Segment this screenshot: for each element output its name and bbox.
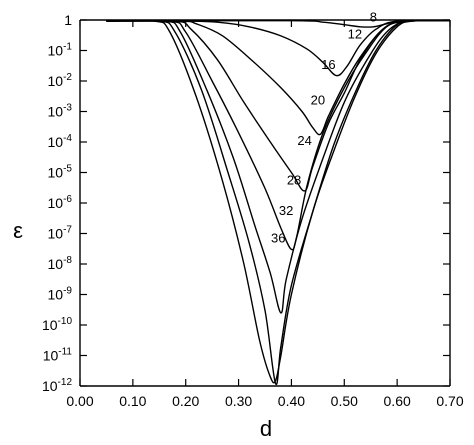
curve-28 — [106, 19, 451, 314]
y-tick-label: 10-8 — [48, 255, 73, 272]
y-axis: 1 10-1 10-2 10-3 10-4 10-5 10-6 10-7 10-8 10-9 10-… — [42, 12, 450, 394]
x-tick-label: 0.60 — [384, 393, 411, 409]
curve-label-12: 12 — [348, 26, 362, 41]
curve-20 — [106, 19, 451, 192]
curve-12 — [106, 19, 451, 77]
y-tick-label: 10-5 — [48, 164, 73, 181]
curve-label-16: 16 — [321, 57, 335, 72]
x-axis-label: d — [260, 416, 272, 441]
x-tick-label: 0.20 — [172, 393, 199, 409]
curve-label-20: 20 — [311, 92, 325, 107]
y-tick-label: 10-7 — [48, 225, 73, 242]
y-tick-label: 10-2 — [48, 72, 73, 89]
curve-label-24: 24 — [297, 133, 311, 148]
curve-36 — [106, 19, 451, 384]
y-tick-label: 10-3 — [48, 103, 73, 120]
y-tick-label: 10-4 — [48, 133, 73, 150]
x-tick-label: 0.40 — [278, 393, 305, 409]
y-tick-label: 10-1 — [48, 42, 73, 59]
x-tick-label: 0.30 — [225, 393, 252, 409]
curve-label-8: 8 — [370, 9, 377, 24]
y-tick-label: 1 — [64, 12, 72, 28]
x-tick-label: 0.10 — [119, 393, 146, 409]
x-tick-label: 0.70 — [436, 393, 463, 409]
curves — [106, 19, 451, 386]
y-tick-label: 10-9 — [48, 286, 73, 303]
y-axis-label: ε — [13, 218, 23, 243]
curve-label-28: 28 — [287, 173, 301, 188]
y-tick-label: 10-6 — [48, 194, 73, 211]
curve-label-32: 32 — [279, 203, 293, 218]
y-tick-label: 10-10 — [42, 316, 72, 333]
y-tick-label: 10-12 — [42, 377, 72, 394]
plot-frame — [80, 19, 451, 386]
x-tick-label: 0.50 — [331, 393, 358, 409]
curve-32 — [106, 19, 451, 386]
x-tick-label: 0.00 — [66, 393, 93, 409]
curve-labels: 8 12 16 20 24 28 32 36 — [271, 9, 377, 245]
y-tick-label: 10-11 — [43, 347, 73, 364]
curve-label-36: 36 — [271, 231, 285, 246]
x-axis: 0.00 0.10 0.20 0.30 0.40 0.50 0.60 0.70 — [66, 20, 464, 409]
curve-16 — [106, 19, 451, 136]
